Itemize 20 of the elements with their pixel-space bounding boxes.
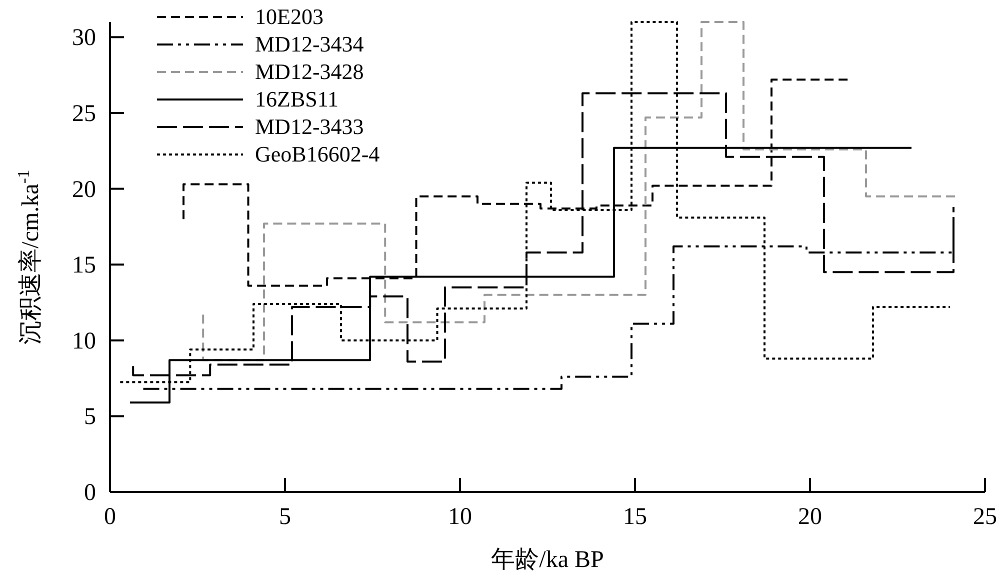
x-tick-label: 20 [798,504,822,530]
y-tick-label: 10 [72,328,96,354]
y-tick-label: 15 [72,252,96,279]
x-axis-title: 年龄/ka BP [491,547,604,573]
y-tick-label: 30 [72,25,96,52]
legend-label: MD12-3434 [255,32,364,56]
y-tick-label: 25 [72,100,96,127]
y-tick-label: 20 [72,176,96,203]
legend-label: MD12-3433 [255,114,364,139]
x-tick-label: 15 [623,504,647,530]
x-tick-label: 5 [279,504,291,530]
x-tick-label: 25 [973,504,997,530]
x-tick-label: 10 [448,504,472,530]
legend-label: GeoB16602-4 [255,142,380,166]
legend-label: 16ZBS11 [255,86,339,112]
y-tick-label: 0 [84,480,96,506]
legend-label: MD12-3428 [255,59,364,84]
legend-label: 10E203 [255,4,324,29]
x-tick-label: 0 [104,504,116,530]
y-tick-label: 5 [84,404,96,430]
